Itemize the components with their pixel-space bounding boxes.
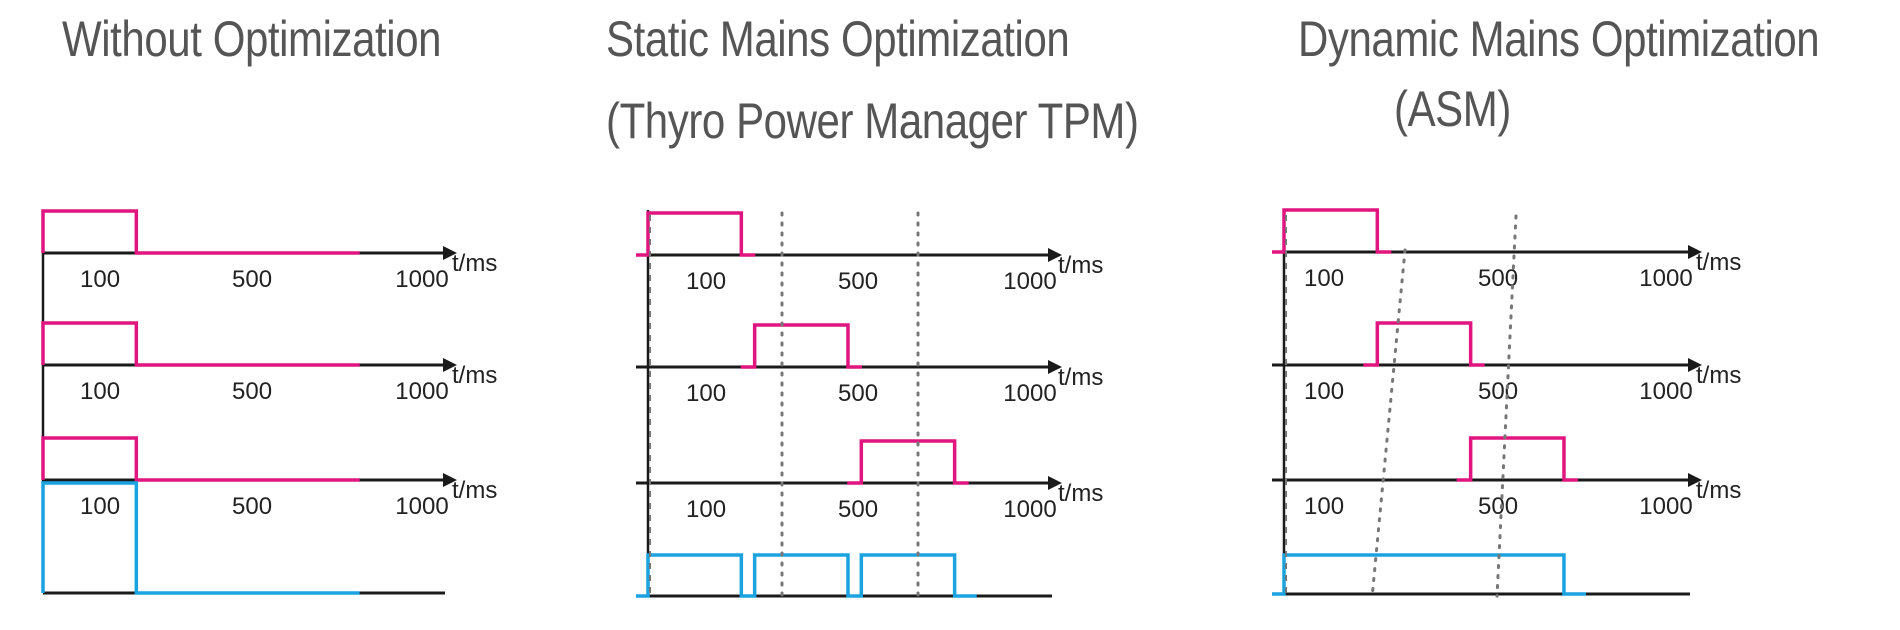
axis-arrowhead (1048, 360, 1062, 374)
tick-label-500: 500 (838, 380, 878, 407)
axis-arrowhead (1688, 358, 1702, 372)
tick-label-500: 500 (838, 268, 878, 295)
axis-unit-label: t/ms (1696, 249, 1741, 276)
axis-arrowhead (1688, 245, 1702, 259)
title-static-line-1: Static Mains Optimization (606, 11, 1070, 67)
title-without-optimization: Without Optimization (62, 11, 442, 67)
tick-label-100: 100 (1304, 378, 1344, 405)
tick-label-500: 500 (232, 266, 272, 293)
tick-label-1000: 1000 (1639, 265, 1692, 292)
total-current-trace (41, 481, 360, 595)
tick-label-500: 500 (838, 496, 878, 523)
title-static-line-2: (Thyro Power Manager TPM) (606, 93, 1139, 149)
axis-unit-label: t/ms (452, 362, 497, 389)
tick-label-1000: 1000 (395, 266, 448, 293)
axis-arrowhead (1688, 473, 1702, 487)
dotted-marker-line (1370, 248, 1407, 600)
axis-unit-label: t/ms (452, 477, 497, 504)
title-dynamic-line-1: Dynamic Mains Optimization (1298, 11, 1820, 67)
channel-1-pulse (1272, 208, 1392, 254)
tick-label-100: 100 (1304, 265, 1344, 292)
tick-label-1000: 1000 (1003, 380, 1056, 407)
axis-unit-label: t/ms (452, 250, 497, 277)
tick-label-1000: 1000 (1003, 268, 1056, 295)
tick-label-500: 500 (1478, 378, 1518, 405)
tick-label-500: 500 (232, 493, 272, 520)
tick-label-1000: 1000 (1639, 378, 1692, 405)
channel-1-pulse (41, 209, 360, 255)
tick-label-100: 100 (80, 493, 120, 520)
tick-label-1000: 1000 (1639, 493, 1692, 520)
channel-3-pulse (41, 436, 360, 482)
tick-label-100: 100 (1304, 493, 1344, 520)
total-current-trace (636, 553, 977, 598)
axis-arrowhead (443, 473, 457, 487)
axis-arrowhead (443, 358, 457, 372)
axis-unit-label: t/ms (1058, 364, 1103, 391)
tick-label-100: 100 (80, 378, 120, 405)
channel-1-pulse (636, 211, 756, 257)
tick-label-100: 100 (686, 496, 726, 523)
channel-2-pulse (41, 321, 360, 367)
tick-label-1000: 1000 (395, 493, 448, 520)
axis-unit-label: t/ms (1696, 362, 1741, 389)
channel-3-pulse (847, 439, 969, 485)
channel-3-pulse (1456, 436, 1578, 482)
dotted-marker-line (1495, 214, 1518, 598)
total-current-trace (1272, 553, 1586, 596)
channel-2-pulse (1363, 321, 1485, 367)
tick-label-500: 500 (232, 378, 272, 405)
axis-unit-label: t/ms (1058, 480, 1103, 507)
tick-label-1000: 1000 (395, 378, 448, 405)
axis-unit-label: t/ms (1058, 252, 1103, 279)
axis-arrowhead (443, 246, 457, 260)
tick-label-1000: 1000 (1003, 496, 1056, 523)
tick-label-500: 500 (1478, 493, 1518, 520)
tick-label-100: 100 (686, 268, 726, 295)
axis-arrowhead (1048, 248, 1062, 262)
axis-arrowhead (1048, 476, 1062, 490)
channel-2-pulse (740, 323, 862, 369)
axis-unit-label: t/ms (1696, 477, 1741, 504)
tick-label-100: 100 (686, 380, 726, 407)
tick-label-100: 100 (80, 266, 120, 293)
title-dynamic-line-2: (ASM) (1394, 81, 1511, 137)
